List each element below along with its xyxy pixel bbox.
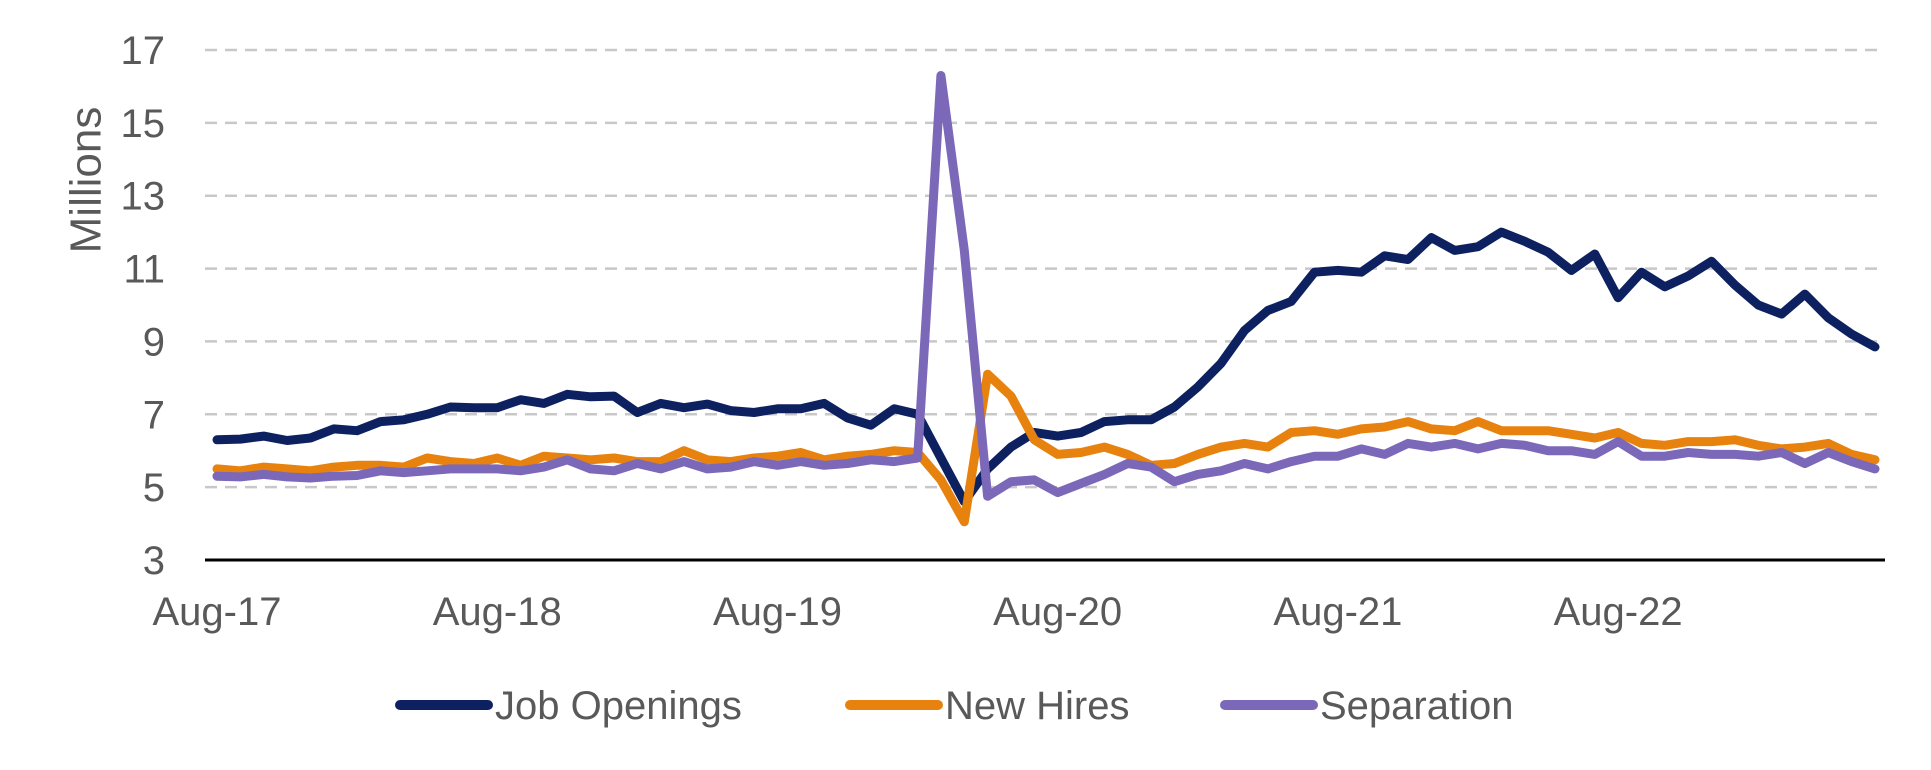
x-tick-label: Aug-22 [1554,590,1683,634]
series-line-new-hires [212,369,1880,527]
y-tick-label: 15 [121,102,166,146]
series-line-separation [212,71,1880,501]
y-tick-label: 9 [143,320,165,364]
legend-label-new-hires: New Hires [945,684,1129,728]
y-axis-title: Millions [61,107,110,254]
legend-label-separation: Separation [1320,684,1513,728]
legend-label-job-openings: Job Openings [495,684,742,728]
legend-item-new-hires: New Hires [845,684,1129,728]
legend-item-job-openings: Job Openings [395,684,742,728]
x-tick-label: Aug-19 [713,590,842,634]
series-line-job-openings [212,227,1880,507]
series-lines [212,71,1880,527]
y-tick-label: 3 [143,539,165,583]
gridlines [205,48,1885,489]
y-tick-label: 17 [121,29,166,73]
y-tick-label: 7 [143,393,165,437]
legend-item-separation: Separation [1220,684,1513,728]
x-tick-label: Aug-21 [1273,590,1402,634]
x-tick-label: Aug-20 [993,590,1122,634]
y-tick-label: 5 [143,466,165,510]
y-axis-ticks: 3 5 7 9 11 13 15 17 [121,29,166,583]
y-tick-label: 11 [123,248,165,292]
x-tick-label: Aug-18 [433,590,562,634]
y-tick-label: 13 [121,175,166,219]
x-axis-ticks: Aug-17 Aug-18 Aug-19 Aug-20 Aug-21 Aug-22 [153,590,1683,634]
legend: Job Openings New Hires Separation [395,684,1513,728]
x-tick-label: Aug-17 [153,590,282,634]
